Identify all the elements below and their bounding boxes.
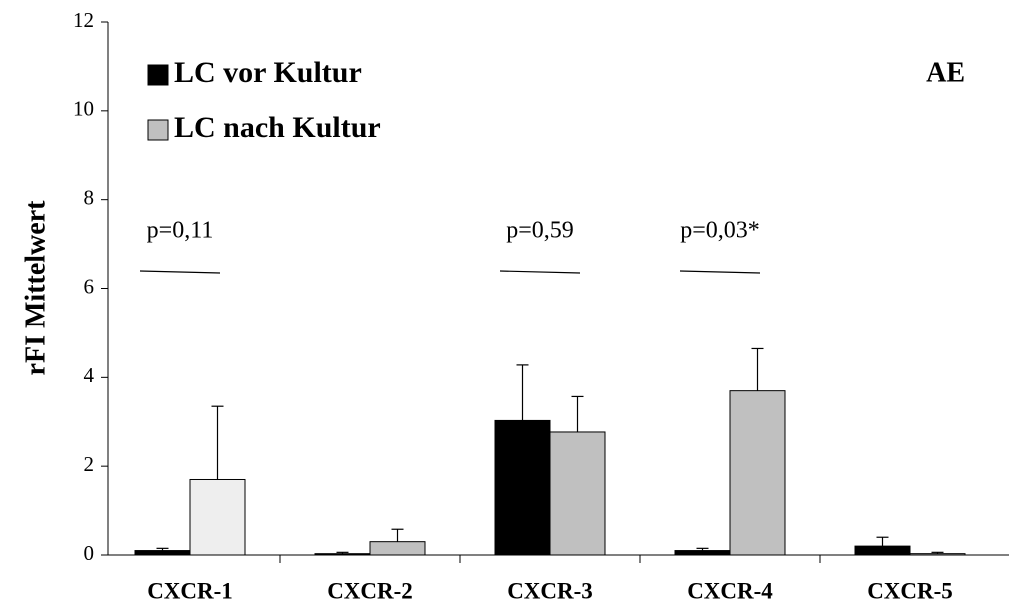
x-tick-label: CXCR-4 — [687, 578, 773, 603]
y-axis-label: rFI Mittelwert — [20, 200, 51, 376]
x-tick-label: CXCR-5 — [867, 578, 953, 603]
bar — [909, 553, 966, 556]
annotation-line — [139, 270, 221, 274]
annotation: p=0,11 — [147, 218, 214, 244]
bar — [189, 478, 246, 556]
x-tick-label: CXCR-2 — [327, 578, 413, 603]
annotation-line — [679, 270, 761, 274]
bar — [854, 545, 911, 556]
bar — [494, 419, 551, 556]
legend-label: LC vor Kultur — [174, 56, 362, 89]
annotation-line — [499, 270, 581, 274]
bar — [674, 550, 731, 556]
bar — [729, 390, 786, 556]
legend-label: LC nach Kultur — [174, 111, 381, 144]
bar — [134, 550, 191, 556]
y-tick-label: 4 — [84, 363, 95, 387]
panel-label: AE — [926, 57, 965, 88]
annotation: p=0,03* — [680, 218, 760, 244]
legend-swatch — [147, 64, 169, 86]
y-tick-label: 0 — [84, 541, 95, 565]
y-tick-label: 10 — [73, 97, 94, 121]
bar — [314, 553, 371, 556]
x-tick-label: CXCR-1 — [147, 578, 233, 603]
y-tick-label: 8 — [84, 185, 95, 209]
y-tick-label: 2 — [84, 452, 95, 476]
x-tick-label: CXCR-3 — [507, 578, 593, 603]
bar — [549, 431, 606, 556]
annotation: p=0,59 — [506, 218, 574, 244]
y-tick-label: 12 — [73, 8, 94, 32]
y-tick-label: 6 — [84, 274, 95, 298]
legend-swatch — [147, 119, 169, 141]
bar — [369, 541, 426, 556]
